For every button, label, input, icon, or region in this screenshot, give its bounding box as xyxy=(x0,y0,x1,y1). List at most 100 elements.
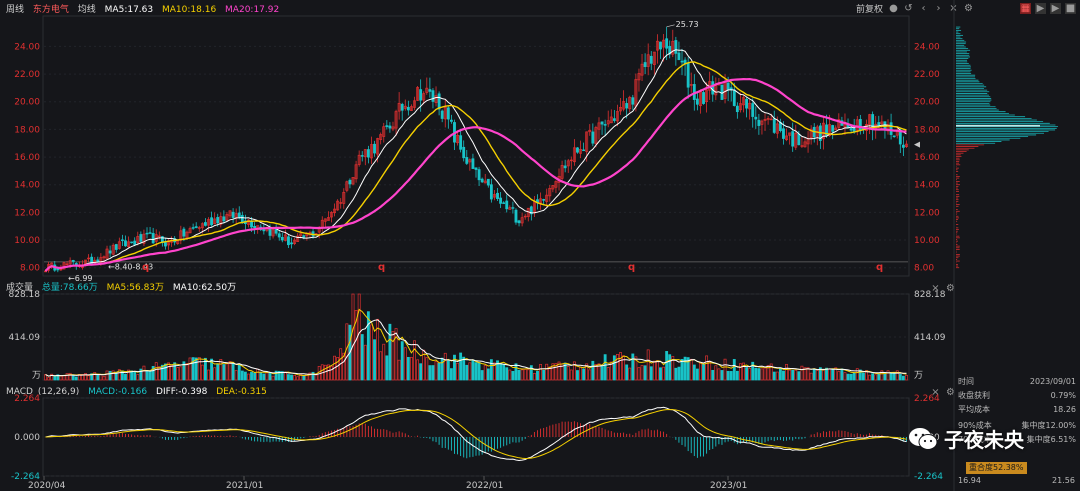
price-tick-label-right: 16.00 xyxy=(914,153,940,163)
candle-body xyxy=(87,257,91,260)
volume-bar xyxy=(643,365,647,381)
concentration-badge: 重合度52.38% xyxy=(966,462,1027,474)
candle-body xyxy=(176,240,180,244)
candle-body xyxy=(228,210,232,217)
candle-body xyxy=(671,40,675,55)
volume-bar xyxy=(354,310,358,381)
adjust-label[interactable]: 前复权 xyxy=(856,5,884,15)
price-tick-label-left: 14.00 xyxy=(14,181,40,191)
candle-body xyxy=(551,185,555,190)
volume-bar xyxy=(569,369,573,381)
price-tick-label-left: 20.00 xyxy=(14,98,40,108)
dea-value: DEA:-0.315 xyxy=(216,387,267,397)
volume-bar xyxy=(883,373,887,381)
volume-bar xyxy=(376,318,380,381)
candle-body xyxy=(837,119,841,128)
candle-body xyxy=(357,154,361,165)
candle-body xyxy=(582,149,586,152)
candle-body xyxy=(443,106,447,120)
volume-header: 成交量 总量:78.66万 MA5:56.83万 MA10:62.50万 xyxy=(6,280,242,296)
volume-bar xyxy=(326,364,330,381)
candle-body xyxy=(695,98,699,105)
step-icon[interactable]: ▶ xyxy=(1050,2,1061,14)
candle-body xyxy=(237,212,241,218)
grid-red-icon[interactable]: ▦ xyxy=(1020,2,1031,14)
volume-bar xyxy=(262,373,266,381)
play-icon[interactable]: ▶ xyxy=(1035,2,1046,14)
volume-bar xyxy=(410,356,413,381)
candle-body xyxy=(354,164,358,180)
panel-icon[interactable]: ■ xyxy=(1065,2,1076,14)
volume-bar xyxy=(111,370,115,381)
volume-bar xyxy=(302,375,306,381)
candle-body xyxy=(508,207,512,210)
volume-bar xyxy=(93,372,97,381)
volume-bar xyxy=(508,369,512,381)
candle-body xyxy=(677,52,681,61)
candle-body xyxy=(674,40,678,54)
candle-body xyxy=(834,127,838,131)
gear-icon[interactable]: ⚙ xyxy=(946,386,955,398)
volume-bar xyxy=(428,365,432,381)
close-icon[interactable]: × xyxy=(931,282,940,294)
candle-body xyxy=(231,211,235,218)
gear-icon[interactable]: ⚙ xyxy=(946,282,955,294)
candle-body xyxy=(594,127,598,144)
volume-bar xyxy=(265,372,269,381)
candle-body xyxy=(465,157,469,164)
volume-bar xyxy=(889,372,893,381)
candle-body xyxy=(44,270,47,273)
candle-body xyxy=(203,222,207,226)
candle-body xyxy=(191,227,195,229)
candle-body xyxy=(772,118,776,133)
candle-body xyxy=(468,159,472,163)
candle-body xyxy=(511,207,515,209)
close-icon[interactable]: × xyxy=(931,386,940,398)
volume-bar xyxy=(775,371,779,381)
macd-title[interactable]: MACD xyxy=(6,387,33,397)
history-icon[interactable]: ↺ xyxy=(904,2,913,14)
gear-icon[interactable]: ⚙ xyxy=(964,2,973,14)
volume-bar xyxy=(290,374,293,381)
volume-bar xyxy=(351,293,355,381)
side-row-70-cost: 70%成本 集中度6.51% xyxy=(958,435,1076,444)
close-icon[interactable]: × xyxy=(949,2,958,14)
volume-bar xyxy=(483,365,487,381)
volume-bar xyxy=(231,362,235,381)
candle-body xyxy=(96,259,100,262)
volume-bar xyxy=(228,361,232,381)
volume-bar xyxy=(652,360,656,381)
candle-body xyxy=(290,242,293,245)
candle-body xyxy=(370,144,373,159)
volume-bar xyxy=(216,363,220,381)
volume-bar xyxy=(677,366,681,381)
volume-bar xyxy=(253,372,257,381)
candle-body xyxy=(686,62,690,88)
low-annotation: ←6.99 xyxy=(68,274,93,283)
candle-body xyxy=(517,220,521,224)
candle-body xyxy=(655,40,659,51)
volume-unit-left: 万 xyxy=(32,371,41,381)
candle-body xyxy=(616,111,619,122)
volume-bar xyxy=(769,363,773,381)
forward-icon[interactable]: › xyxy=(936,2,941,14)
candle-body xyxy=(406,106,410,111)
volume-bar xyxy=(419,363,423,381)
volume-bar xyxy=(394,328,398,381)
back-icon[interactable]: ‹ xyxy=(921,2,926,14)
candle-body xyxy=(133,240,137,245)
candle-body xyxy=(591,131,595,144)
period-label[interactable]: 周线 xyxy=(6,5,25,15)
volume-bar xyxy=(486,368,490,381)
candle-body xyxy=(843,123,847,128)
volume-bar xyxy=(662,366,665,381)
candle-body xyxy=(619,107,622,112)
volume-bar xyxy=(213,367,217,381)
volume-bar xyxy=(551,363,555,381)
macd-params: (12,26,9) xyxy=(37,387,80,397)
ma-label[interactable]: 均线 xyxy=(77,5,96,15)
candle-body xyxy=(210,217,213,226)
lock-icon[interactable]: ● xyxy=(889,2,898,14)
candle-body xyxy=(576,147,579,153)
